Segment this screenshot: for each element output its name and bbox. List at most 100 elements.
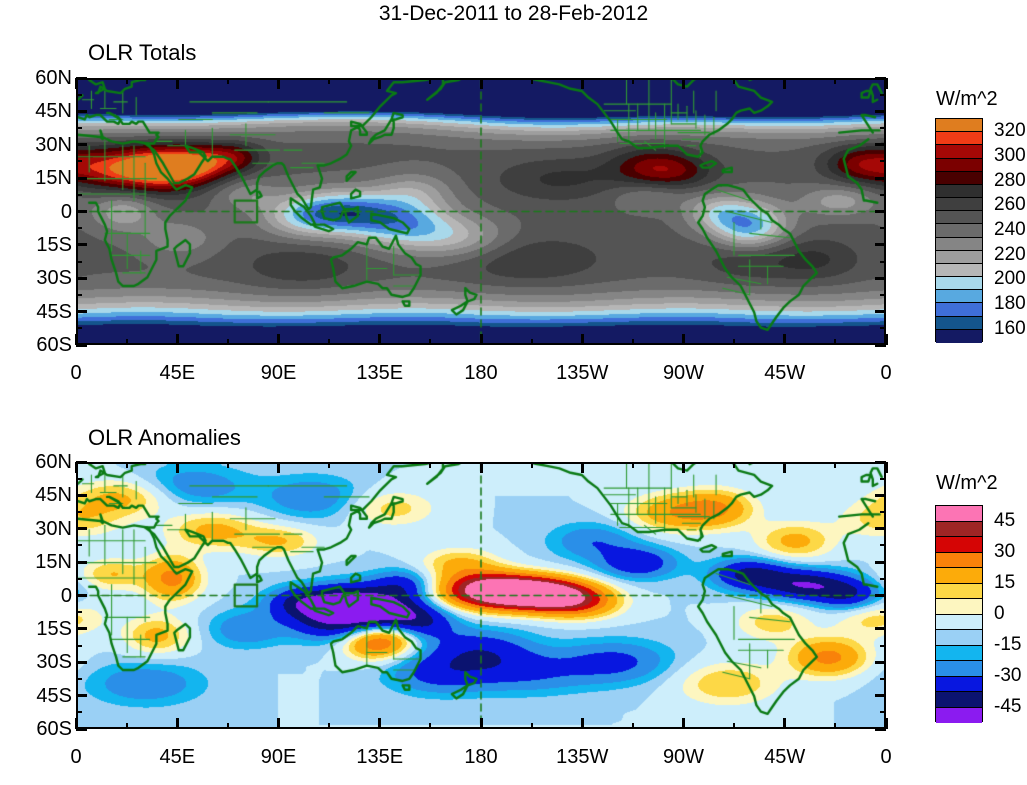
anomalies-lon-tick: [175, 718, 179, 729]
anomalies-lat-minor-tick: [76, 677, 82, 680]
totals-lon-tick: [580, 334, 584, 345]
colorbar-anomalies-swatch: [936, 552, 982, 568]
anomalies-lon-minor-tick: [226, 723, 229, 729]
totals-lat-minor-tick: [880, 227, 886, 230]
olr-totals-field: [78, 80, 884, 343]
anomalies-lon-minor-tick: [530, 723, 533, 729]
totals-lon-tick: [479, 78, 483, 89]
totals-lon-minor-tick: [530, 78, 533, 84]
totals-lat-tick: [875, 176, 886, 180]
anomalies-lon-tick: [783, 718, 787, 729]
anomalies-lat-tick: [76, 594, 87, 597]
totals-lon-tick: [74, 78, 78, 89]
anomalies-lon-tick: [277, 718, 280, 729]
colorbar-totals-tick-label: 200: [994, 268, 1026, 290]
totals-lat-minor-tick: [880, 160, 886, 163]
colorbar-anomalies-swatch: [936, 583, 982, 599]
colorbar-anomalies-swatch: [936, 599, 982, 615]
anomalies-lon-label: 180: [464, 746, 498, 768]
anomalies-lat-label: 45S: [36, 684, 72, 707]
totals-lon-minor-tick: [328, 78, 331, 84]
anomalies-lat-label: 15S: [36, 617, 72, 640]
totals-lon-minor-tick: [125, 339, 128, 345]
anomalies-lat-label: 30S: [36, 651, 72, 674]
anomalies-lat-tick: [875, 594, 886, 597]
totals-lon-minor-tick: [631, 78, 634, 84]
anomalies-lon-tick: [884, 718, 888, 729]
anomalies-lon-label: 135W: [556, 746, 609, 768]
totals-lon-minor-tick: [328, 339, 331, 345]
totals-lon-label: 135E: [356, 362, 404, 384]
colorbar-anomalies-swatch: [936, 707, 982, 723]
colorbar-anomalies-swatch: [936, 692, 982, 708]
anomalies-lon-minor-tick: [125, 723, 128, 729]
anomalies-lat-tick: [875, 627, 886, 631]
totals-lat-minor-tick: [76, 127, 82, 130]
anomalies-lat-minor-tick: [880, 611, 886, 614]
totals-lon-tick: [580, 78, 584, 89]
anomalies-lon-minor-tick: [328, 462, 331, 468]
colorbar-anomalies-tick-label: -45: [994, 695, 1022, 717]
anomalies-lon-minor-tick: [631, 723, 634, 729]
anomalies-lon-tick: [74, 462, 78, 473]
anomalies-lat-tick: [875, 560, 886, 564]
map-plot-olr-anomalies: [76, 462, 886, 729]
totals-lat-label: 45N: [35, 100, 72, 123]
anomalies-lat-minor-tick: [880, 544, 886, 547]
anomalies-lon-minor-tick: [834, 462, 837, 468]
totals-lat-tick: [875, 243, 886, 247]
colorbar-totals-tick-label: 260: [994, 194, 1026, 216]
totals-lon-label: 45E: [159, 362, 196, 384]
anomalies-lon-tick: [580, 462, 584, 473]
anomalies-lat-label: 60N: [35, 451, 72, 473]
anomalies-lat-minor-tick: [880, 644, 886, 647]
olr-anomalies-field: [78, 464, 884, 727]
totals-lat-minor-tick: [76, 193, 82, 196]
anomalies-lat-tick: [875, 527, 886, 531]
figure-title: 31-Dec-2011 to 28-Feb-2012: [378, 2, 649, 25]
anomalies-lon-minor-tick: [631, 462, 634, 468]
totals-lat-minor-tick: [76, 260, 82, 263]
anomalies-lon-tick: [479, 462, 483, 473]
totals-lon-tick: [884, 334, 888, 345]
anomalies-lon-tick: [580, 718, 584, 729]
totals-lon-tick: [783, 78, 787, 89]
anomalies-lon-minor-tick: [429, 462, 432, 468]
anomalies-lat-minor-tick: [76, 577, 82, 580]
colorbar-anomalies-tick-label: 0: [994, 602, 1005, 624]
anomalies-lon-tick: [884, 462, 888, 473]
anomalies-lon-label: 135E: [356, 746, 404, 768]
colorbar-anomalies-swatch: [936, 506, 982, 522]
totals-lon-tick: [884, 78, 888, 89]
colorbar-totals-swatch: [936, 184, 982, 199]
anomalies-lon-label: 0: [880, 746, 892, 768]
totals-lon-tick: [277, 78, 280, 89]
colorbar-totals-swatch: [936, 303, 982, 317]
anomalies-lat-minor-tick: [880, 477, 886, 480]
colorbar-totals-swatch: [936, 224, 982, 238]
anomalies-lon-tick: [175, 462, 179, 473]
anomalies-lon-tick: [682, 718, 685, 729]
colorbar-totals-tick-label: 160: [994, 317, 1026, 339]
totals-lat-tick: [875, 76, 886, 80]
totals-lat-tick: [76, 243, 87, 247]
anomalies-lon-minor-tick: [429, 723, 432, 729]
totals-lon-minor-tick: [530, 339, 533, 345]
anomalies-lat-tick: [875, 460, 886, 464]
totals-lat-minor-tick: [880, 93, 886, 96]
anomalies-lat-tick: [76, 460, 87, 464]
anomalies-lat-tick: [875, 694, 886, 698]
colorbar-totals-swatch: [936, 171, 982, 185]
anomalies-lat-tick: [875, 660, 886, 664]
colorbar-totals-tick-label: 240: [994, 219, 1026, 240]
anomalies-lon-label: 45E: [159, 746, 196, 768]
colorbar-anomalies-swatch: [936, 521, 982, 537]
colorbar-totals-tick-label: 280: [994, 169, 1026, 191]
anomalies-lon-minor-tick: [226, 462, 229, 468]
totals-lat-label: 15S: [36, 233, 72, 256]
totals-lat-minor-tick: [76, 160, 82, 163]
totals-lat-minor-tick: [880, 193, 886, 196]
totals-lon-tick: [378, 334, 382, 345]
colorbar-olr-totals: [935, 118, 983, 343]
